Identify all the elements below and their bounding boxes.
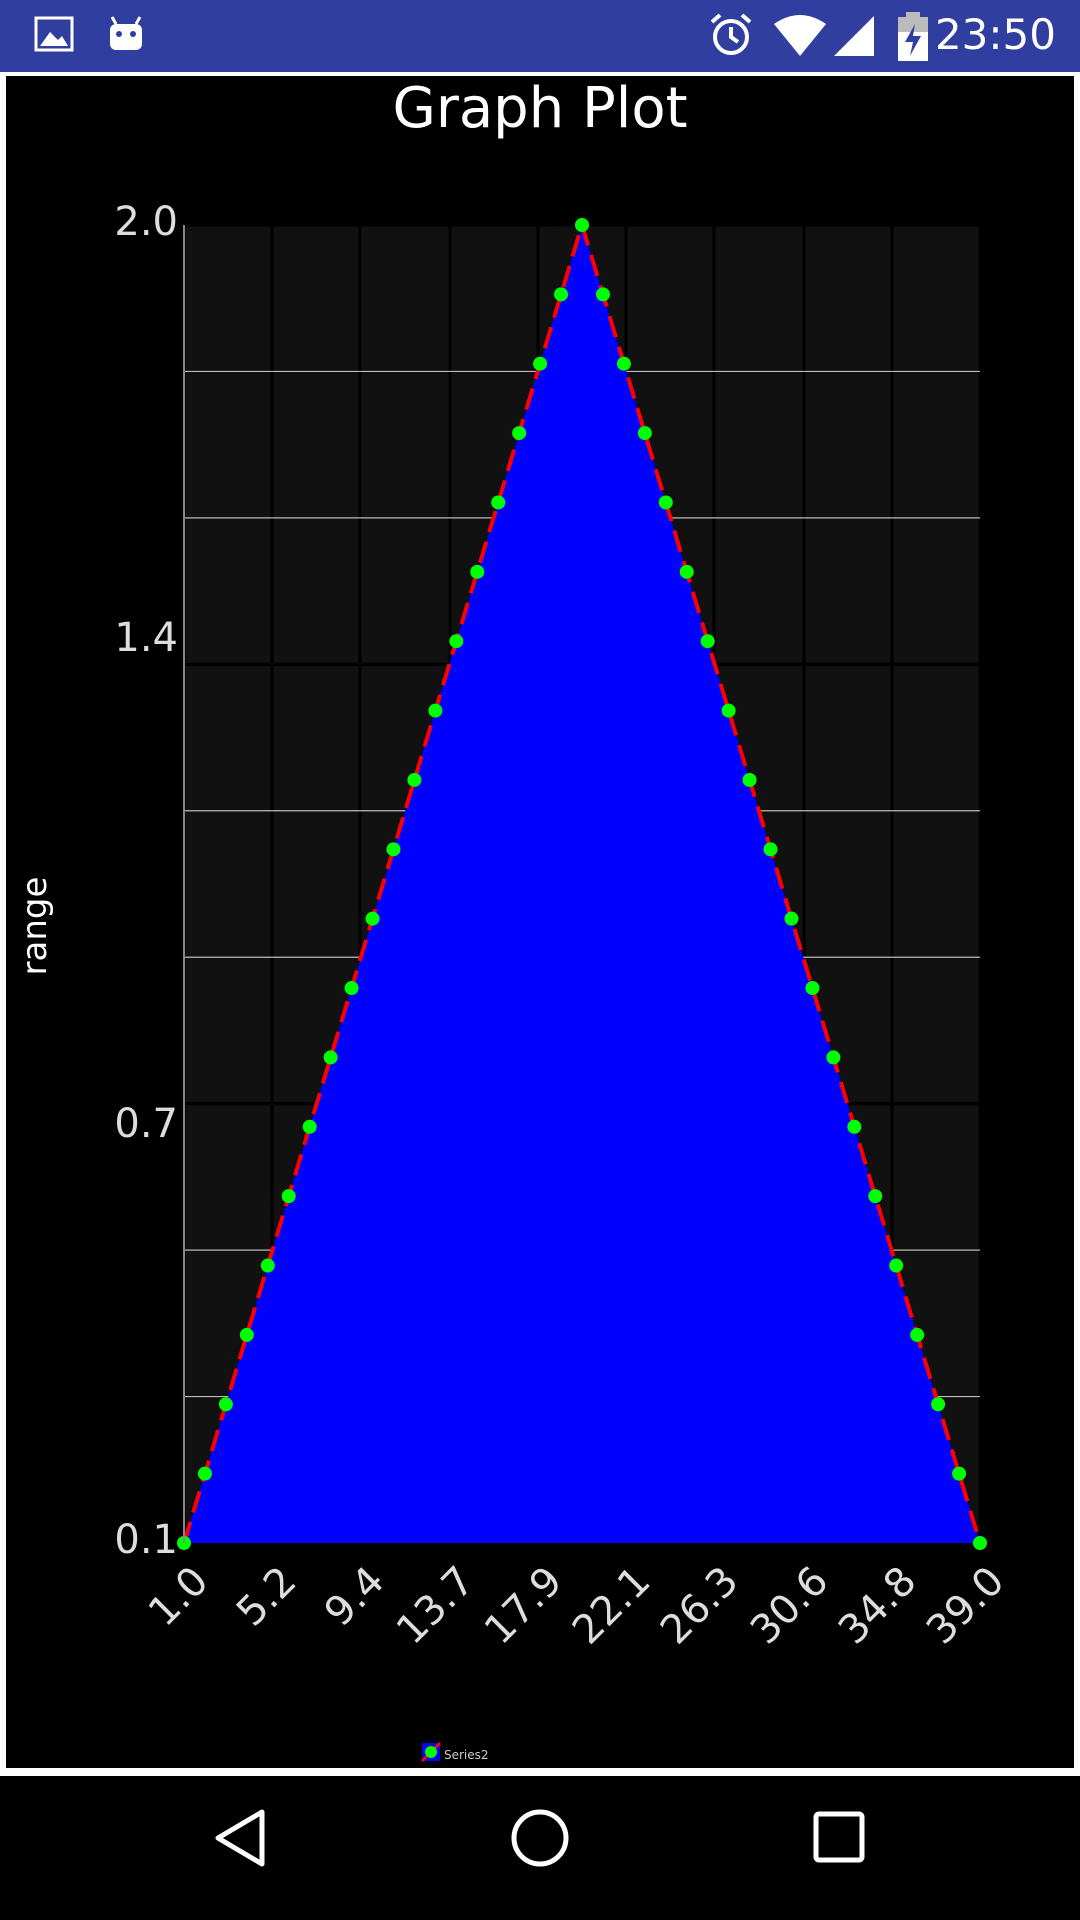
data-point <box>952 1466 967 1481</box>
data-point <box>407 772 422 787</box>
data-point <box>554 287 569 302</box>
y-tick-label: 1.4 <box>114 615 178 661</box>
back-button[interactable] <box>212 1808 268 1868</box>
data-point <box>742 772 757 787</box>
data-point <box>470 564 485 579</box>
home-button[interactable] <box>510 1808 570 1868</box>
data-point <box>889 1258 904 1273</box>
battery-charging-icon <box>898 12 928 61</box>
navigation-bar <box>0 1776 1080 1920</box>
x-tick-labels: 1.0 5.2 9.413.717.922.126.330.634.839.0 <box>140 1558 1014 1654</box>
y-tick-label: 0.1 <box>114 1517 178 1563</box>
legend-point-swatch <box>425 1746 437 1758</box>
data-point <box>575 218 589 232</box>
data-point <box>658 495 673 510</box>
y-tick-label: 0.7 <box>114 1101 178 1147</box>
legend: Series2 <box>420 1741 489 1763</box>
chart-container: 0.1 0.7 1.4 2.0 1.0 5.2 9.4 13.7 17.9 22.1 26.3 30… <box>6 76 1074 1768</box>
recents-button[interactable] <box>812 1810 868 1866</box>
cell-signal-icon <box>834 16 874 56</box>
data-point <box>910 1327 925 1342</box>
data-point <box>784 911 799 926</box>
back-icon <box>215 1809 265 1867</box>
image-icon <box>34 16 74 52</box>
status-time: 23:50 <box>934 10 1056 59</box>
y-axis-label: range <box>15 877 55 976</box>
data-point <box>931 1397 946 1412</box>
data-point <box>616 356 631 371</box>
x-tick-label: 30.6 <box>742 1558 838 1654</box>
x-tick-label: 13.7 <box>388 1558 484 1654</box>
app-content: 0.1 0.7 1.4 2.0 1.0 5.2 9.4 13.7 17.9 22.1 26.3 30… <box>0 72 1080 1776</box>
x-tick-label: 5.2 <box>228 1558 306 1636</box>
data-point <box>323 1050 338 1065</box>
data-point <box>763 842 778 857</box>
legend-label: Series2 <box>444 1748 489 1762</box>
data-point <box>533 356 548 371</box>
data-point <box>847 1119 862 1134</box>
y-tick-label: 2.0 <box>114 199 178 245</box>
area-chart: 0.1 0.7 1.4 2.0 1.0 5.2 9.413.717.922.126.330… <box>15 76 1014 1763</box>
x-tick-label: 39.0 <box>918 1558 1014 1654</box>
data-point <box>239 1327 254 1342</box>
status-bar: 23:50 <box>0 0 1080 72</box>
x-tick-label: 34.8 <box>830 1558 926 1654</box>
data-point <box>197 1466 212 1481</box>
x-tick-label: 26.3 <box>652 1558 748 1654</box>
data-point <box>218 1397 233 1412</box>
data-point <box>973 1536 987 1550</box>
data-point <box>344 981 359 996</box>
data-point <box>386 842 401 857</box>
data-point <box>679 564 694 579</box>
android-icon <box>110 16 142 50</box>
chart-title: Graph Plot <box>392 76 687 141</box>
data-point <box>868 1189 883 1204</box>
x-tick-label: 9.4 <box>316 1558 394 1636</box>
x-tick-label: 1.0 <box>140 1558 218 1636</box>
data-point <box>365 911 380 926</box>
data-point <box>637 426 652 441</box>
alarm-icon <box>710 13 752 55</box>
data-point <box>595 287 610 302</box>
data-point <box>260 1258 275 1273</box>
x-tick-label: 17.9 <box>476 1558 572 1654</box>
series-area-fill <box>184 225 980 1543</box>
x-tick-label: 22.1 <box>564 1558 660 1654</box>
data-point <box>428 703 443 718</box>
data-point <box>512 426 527 441</box>
home-icon <box>511 1809 569 1867</box>
data-point <box>805 981 820 996</box>
series-layer <box>177 218 987 1550</box>
data-point <box>302 1119 317 1134</box>
recents-icon <box>813 1811 865 1863</box>
data-point <box>700 634 715 649</box>
wifi-icon <box>774 15 826 56</box>
y-tick-labels: 0.1 0.7 1.4 2.0 <box>114 199 178 1563</box>
data-point <box>491 495 506 510</box>
data-point <box>826 1050 841 1065</box>
data-point <box>449 634 464 649</box>
data-point <box>281 1189 296 1204</box>
data-point <box>721 703 736 718</box>
